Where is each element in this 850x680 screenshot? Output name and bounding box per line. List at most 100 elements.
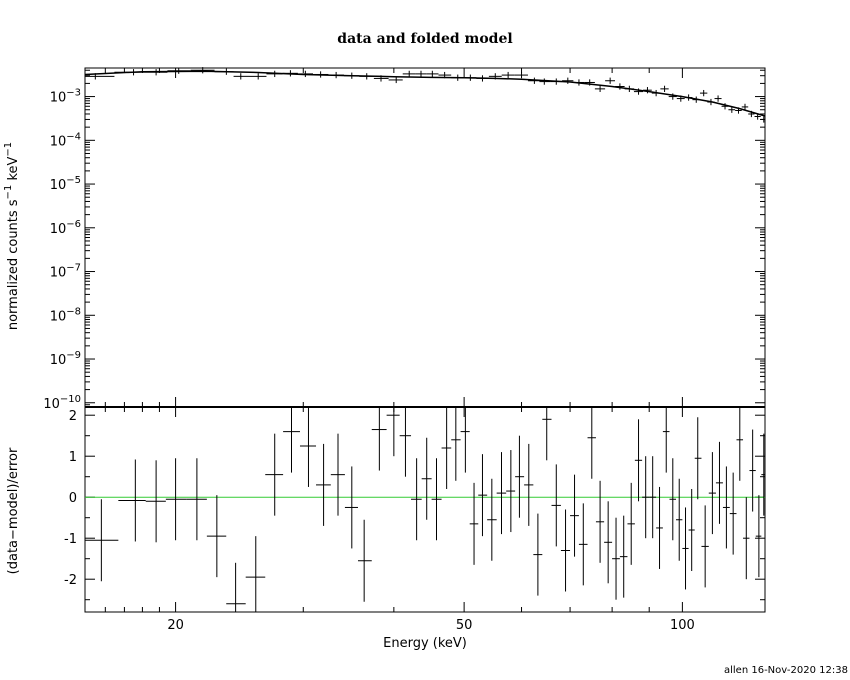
res-y-tick-label: 0 — [69, 491, 77, 506]
timestamp-stamp: allen 16-Nov-2020 12:38 — [724, 665, 848, 676]
spectrum-data-point — [624, 85, 634, 93]
spectrum-data-point — [615, 83, 625, 90]
residual-data-point — [604, 501, 613, 584]
residual-data-point — [570, 474, 579, 557]
spectrum-data-point — [573, 79, 585, 86]
residual-data-point — [316, 443, 331, 526]
residual-data-point — [551, 464, 561, 547]
spectrum-data-point — [584, 79, 595, 86]
x-tick-label: 20 — [167, 618, 184, 633]
y-label-main: normalized counts s — [6, 199, 21, 330]
spectrum-data-point — [735, 107, 742, 114]
residual-data-point — [656, 486, 663, 569]
x-tick-label: 50 — [456, 618, 473, 633]
residual-data-point — [682, 507, 689, 590]
spectrum-data-point — [415, 70, 427, 78]
spectrum-data-point — [297, 70, 313, 78]
residual-data-point — [299, 407, 317, 487]
spectrum-data-point — [85, 73, 115, 80]
residual-data-point — [560, 509, 571, 592]
spectrum-data-point — [692, 96, 700, 103]
spectrum-data-point — [266, 70, 283, 78]
spectrum-data-point — [438, 71, 452, 79]
residual-data-point — [431, 458, 442, 541]
residual-data-point — [722, 466, 730, 549]
spectrum-data-point — [714, 95, 722, 102]
residual-data-point — [701, 505, 709, 588]
spectrum-data-point — [676, 95, 685, 102]
spectrum-data-point — [451, 74, 465, 81]
spectrum-data-point — [144, 69, 168, 76]
residual-data-point — [642, 456, 650, 539]
residual-data-point — [729, 472, 737, 555]
spectrum-data-point — [328, 71, 344, 79]
spectrum-data-point — [402, 70, 416, 78]
residual-data-point — [688, 489, 695, 571]
residual-data-point — [357, 519, 372, 602]
residual-data-point — [736, 407, 744, 481]
x-axis-label: Energy (keV) — [383, 636, 467, 651]
spectrum-data-point — [642, 87, 652, 94]
spectrum-panel: 10−3 10−4 10−5 10−6 10−7 10−8 10−9 10−10 — [43, 67, 766, 412]
residual-data-point — [715, 441, 723, 524]
spectrum-data-point — [214, 68, 234, 75]
residual-data-point — [515, 435, 525, 518]
residual-data-point — [469, 482, 479, 565]
residuals-panel: 20 50 100 -2 -1 0 1 2 — [64, 406, 766, 633]
residual-data-point — [694, 417, 702, 500]
residual-data-point — [506, 450, 516, 533]
spectrum-data-point — [754, 113, 761, 120]
residual-data-point — [145, 460, 166, 543]
y-label-sup2: −1 — [3, 142, 14, 157]
residuals-frame — [84, 406, 766, 613]
residual-data-point — [669, 458, 677, 541]
residual-data-point — [226, 562, 246, 612]
spectrum-data-point — [190, 67, 215, 74]
residual-data-point — [676, 478, 683, 561]
spectrum-data-point — [388, 76, 403, 84]
y-tick-label: 10−4 — [50, 131, 81, 149]
residual-data-point — [118, 459, 146, 542]
y-tick-label: 10−10 — [43, 394, 81, 412]
residual-data-point — [634, 419, 643, 502]
residual-data-point — [749, 429, 756, 512]
spectrum-data-point — [721, 103, 729, 110]
residual-data-point — [627, 482, 635, 565]
spectrum-data-point — [748, 110, 755, 118]
residual-data-point — [619, 515, 628, 598]
spectrum-data-point — [359, 73, 374, 80]
residual-data-point — [587, 407, 596, 479]
residual-data-point — [487, 478, 497, 561]
residual-data-point — [399, 407, 412, 477]
spectrum-data-point — [539, 78, 551, 85]
spectrum-data-point — [426, 70, 439, 78]
residual-data-point — [460, 407, 470, 473]
residual-data-point — [283, 407, 300, 473]
residual-data-point — [542, 407, 552, 461]
residual-data-point — [441, 407, 452, 489]
spectrum-data-point — [501, 71, 515, 79]
residual-data-point — [85, 499, 119, 582]
residual-data-point — [386, 407, 400, 457]
residual-data-point — [344, 466, 358, 549]
y-tick-label: 10−9 — [50, 350, 81, 368]
residual-data-point — [186, 458, 207, 541]
res-y-tick-label: 2 — [69, 409, 77, 424]
spectrum-data-point — [373, 75, 389, 82]
residual-data-point — [649, 456, 657, 539]
spectrum-data-point — [312, 71, 329, 78]
residual-data-point — [371, 407, 387, 471]
residual-data-point — [578, 503, 588, 586]
residual-data-point — [524, 443, 534, 526]
residual-data-point — [330, 433, 345, 516]
spectrum-data-point — [594, 85, 606, 93]
model-curve — [84, 70, 766, 117]
residual-data-point — [265, 433, 284, 516]
spectrum-data-point — [699, 89, 708, 97]
spectrum-data-point — [514, 71, 528, 79]
spectrum-data-point — [167, 67, 191, 74]
residual-data-point — [165, 458, 187, 541]
y-tick-label: 10−8 — [50, 306, 81, 324]
spectrum-data-point — [343, 72, 360, 79]
